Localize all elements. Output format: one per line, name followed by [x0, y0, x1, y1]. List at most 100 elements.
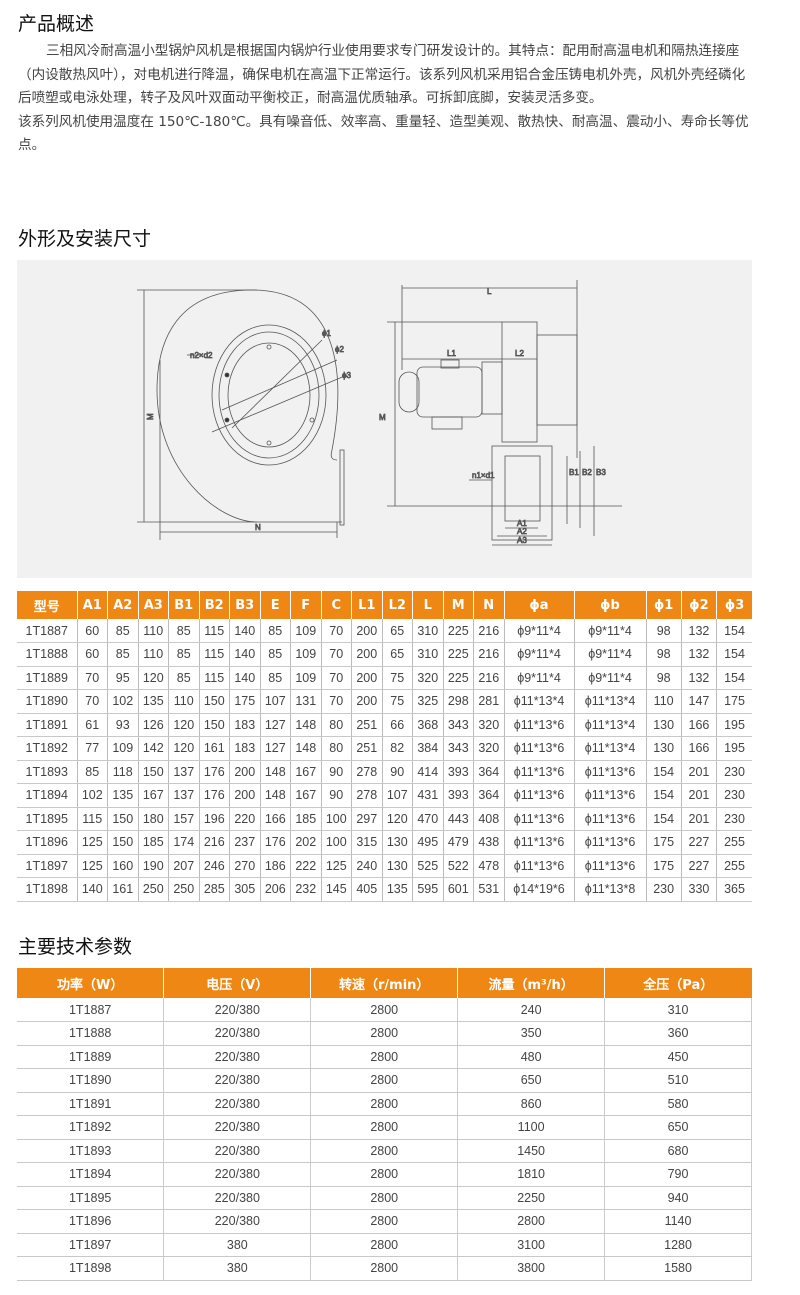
column-header: B3 [229, 591, 261, 619]
specs-title: 主要技术参数 [18, 936, 133, 958]
table-cell: 227 [681, 854, 718, 878]
table-cell: 531 [473, 877, 505, 902]
table-cell: ϕ11*13*6 [504, 854, 575, 878]
table-cell: 200 [351, 666, 383, 690]
table-cell: 60 [77, 642, 108, 667]
label-N: N [255, 523, 261, 532]
table-cell: 230 [646, 877, 682, 902]
column-header: E [260, 591, 291, 619]
table-cell: 240 [457, 998, 606, 1022]
table-cell: 380 [163, 1233, 312, 1257]
table-cell: 2800 [310, 1092, 459, 1116]
table-cell: 207 [168, 854, 200, 878]
label-A1: A1 [517, 519, 527, 528]
column-header: L1 [351, 591, 383, 619]
column-header: A2 [107, 591, 139, 619]
table-cell: 100 [321, 807, 352, 831]
table-cell: 109 [290, 666, 322, 690]
table-cell: 414 [412, 760, 444, 784]
table-cell: 285 [199, 877, 230, 902]
table-cell: ϕ11*13*6 [504, 830, 575, 855]
table-cell: 90 [382, 760, 413, 784]
column-header: L [412, 591, 444, 619]
table-cell: 246 [199, 854, 230, 878]
table-cell: 154 [646, 807, 682, 831]
table-cell: 1T1894 [17, 783, 78, 808]
column-header: ϕ1 [646, 591, 682, 619]
table-cell: 185 [138, 830, 169, 855]
table-cell: 82 [382, 736, 413, 761]
table-cell: 278 [351, 760, 383, 784]
table-cell: 161 [107, 877, 139, 902]
table-cell: 148 [260, 783, 291, 808]
table-cell: 227 [681, 830, 718, 855]
table-cell: 109 [107, 736, 139, 761]
table-cell: 297 [351, 807, 383, 831]
table-cell: 251 [351, 713, 383, 737]
column-header: ϕb [574, 591, 647, 619]
table-cell: 1810 [457, 1162, 606, 1187]
table-cell: 443 [443, 807, 474, 831]
table-cell: 154 [716, 642, 752, 667]
table-cell: 2800 [310, 1162, 459, 1187]
table-row: 1T1892 77 109 142 120 161 183 127 148 80 251 82 384 3… [17, 736, 752, 761]
table-cell: 220/380 [163, 1092, 312, 1116]
table-cell: 157 [168, 807, 200, 831]
table-cell: 175 [646, 830, 682, 855]
table-cell: 1580 [604, 1256, 752, 1281]
table-cell: 2800 [310, 1139, 459, 1163]
table-cell: 250 [168, 877, 200, 902]
table-cell: 148 [290, 736, 322, 761]
table-cell: 102 [107, 689, 139, 714]
table-row: 1T1896 125 150 185 174 216 237 176 202 100 315 130 4… [17, 830, 752, 855]
label-A3: A3 [517, 536, 527, 545]
table-row: 1T1889 220/380 2800 480 450 [17, 1045, 752, 1069]
table-cell: 176 [199, 760, 230, 784]
table-cell: 176 [260, 830, 291, 855]
table-cell: 167 [290, 783, 322, 808]
table-cell: 70 [321, 642, 352, 667]
table-cell: 140 [229, 666, 261, 690]
table-cell: 145 [321, 877, 352, 902]
table-cell: 2250 [457, 1186, 606, 1210]
table-cell: 107 [260, 689, 291, 714]
table-cell: 1T1896 [17, 1209, 165, 1234]
table-cell: 1T1894 [17, 1162, 165, 1187]
table-cell: 202 [290, 830, 322, 855]
table-cell: 140 [77, 877, 108, 902]
table-cell: 650 [457, 1068, 606, 1093]
table-cell: 137 [168, 783, 200, 808]
table-cell: 85 [168, 642, 200, 667]
column-header: A3 [138, 591, 169, 619]
table-cell: 131 [290, 689, 322, 714]
column-header: 功率（W） [17, 968, 165, 998]
table-cell: ϕ11*13*6 [504, 760, 575, 784]
table-cell: ϕ11*13*6 [504, 736, 575, 761]
table-cell: 320 [412, 666, 444, 690]
table-row: 1T1891 61 93 126 120 150 183 127 148 80 251 66 368 34… [17, 713, 752, 737]
table-cell: 305 [229, 877, 261, 902]
table-cell: 1T1888 [17, 1021, 165, 1046]
table-cell: ϕ11*13*6 [574, 830, 647, 855]
table-cell: 2800 [310, 1209, 459, 1234]
table-cell: 185 [290, 807, 322, 831]
table-cell: 166 [681, 713, 718, 737]
table-cell: 216 [199, 830, 230, 855]
table-cell: 525 [412, 854, 444, 878]
table-cell: ϕ11*13*6 [574, 783, 647, 808]
label-n2d2: n2×d2 [190, 351, 213, 360]
table-cell: 368 [412, 713, 444, 737]
table-cell: 320 [473, 736, 505, 761]
table-cell: 85 [168, 666, 200, 690]
table-cell: 479 [443, 830, 474, 855]
table-cell: 2800 [310, 1021, 459, 1046]
table-cell: 154 [646, 783, 682, 808]
table-cell: 70 [321, 619, 352, 643]
table-cell: 135 [107, 783, 139, 808]
table-cell: 350 [457, 1021, 606, 1046]
dimension-drawing: M N n2×d2 ϕ1 ϕ2 ϕ3 L L1 L2 M n1×d1 A1 A2… [17, 260, 752, 578]
table-cell: 174 [168, 830, 200, 855]
table-cell: 75 [382, 666, 413, 690]
table-cell: 940 [604, 1186, 752, 1210]
table-cell: 175 [716, 689, 752, 714]
